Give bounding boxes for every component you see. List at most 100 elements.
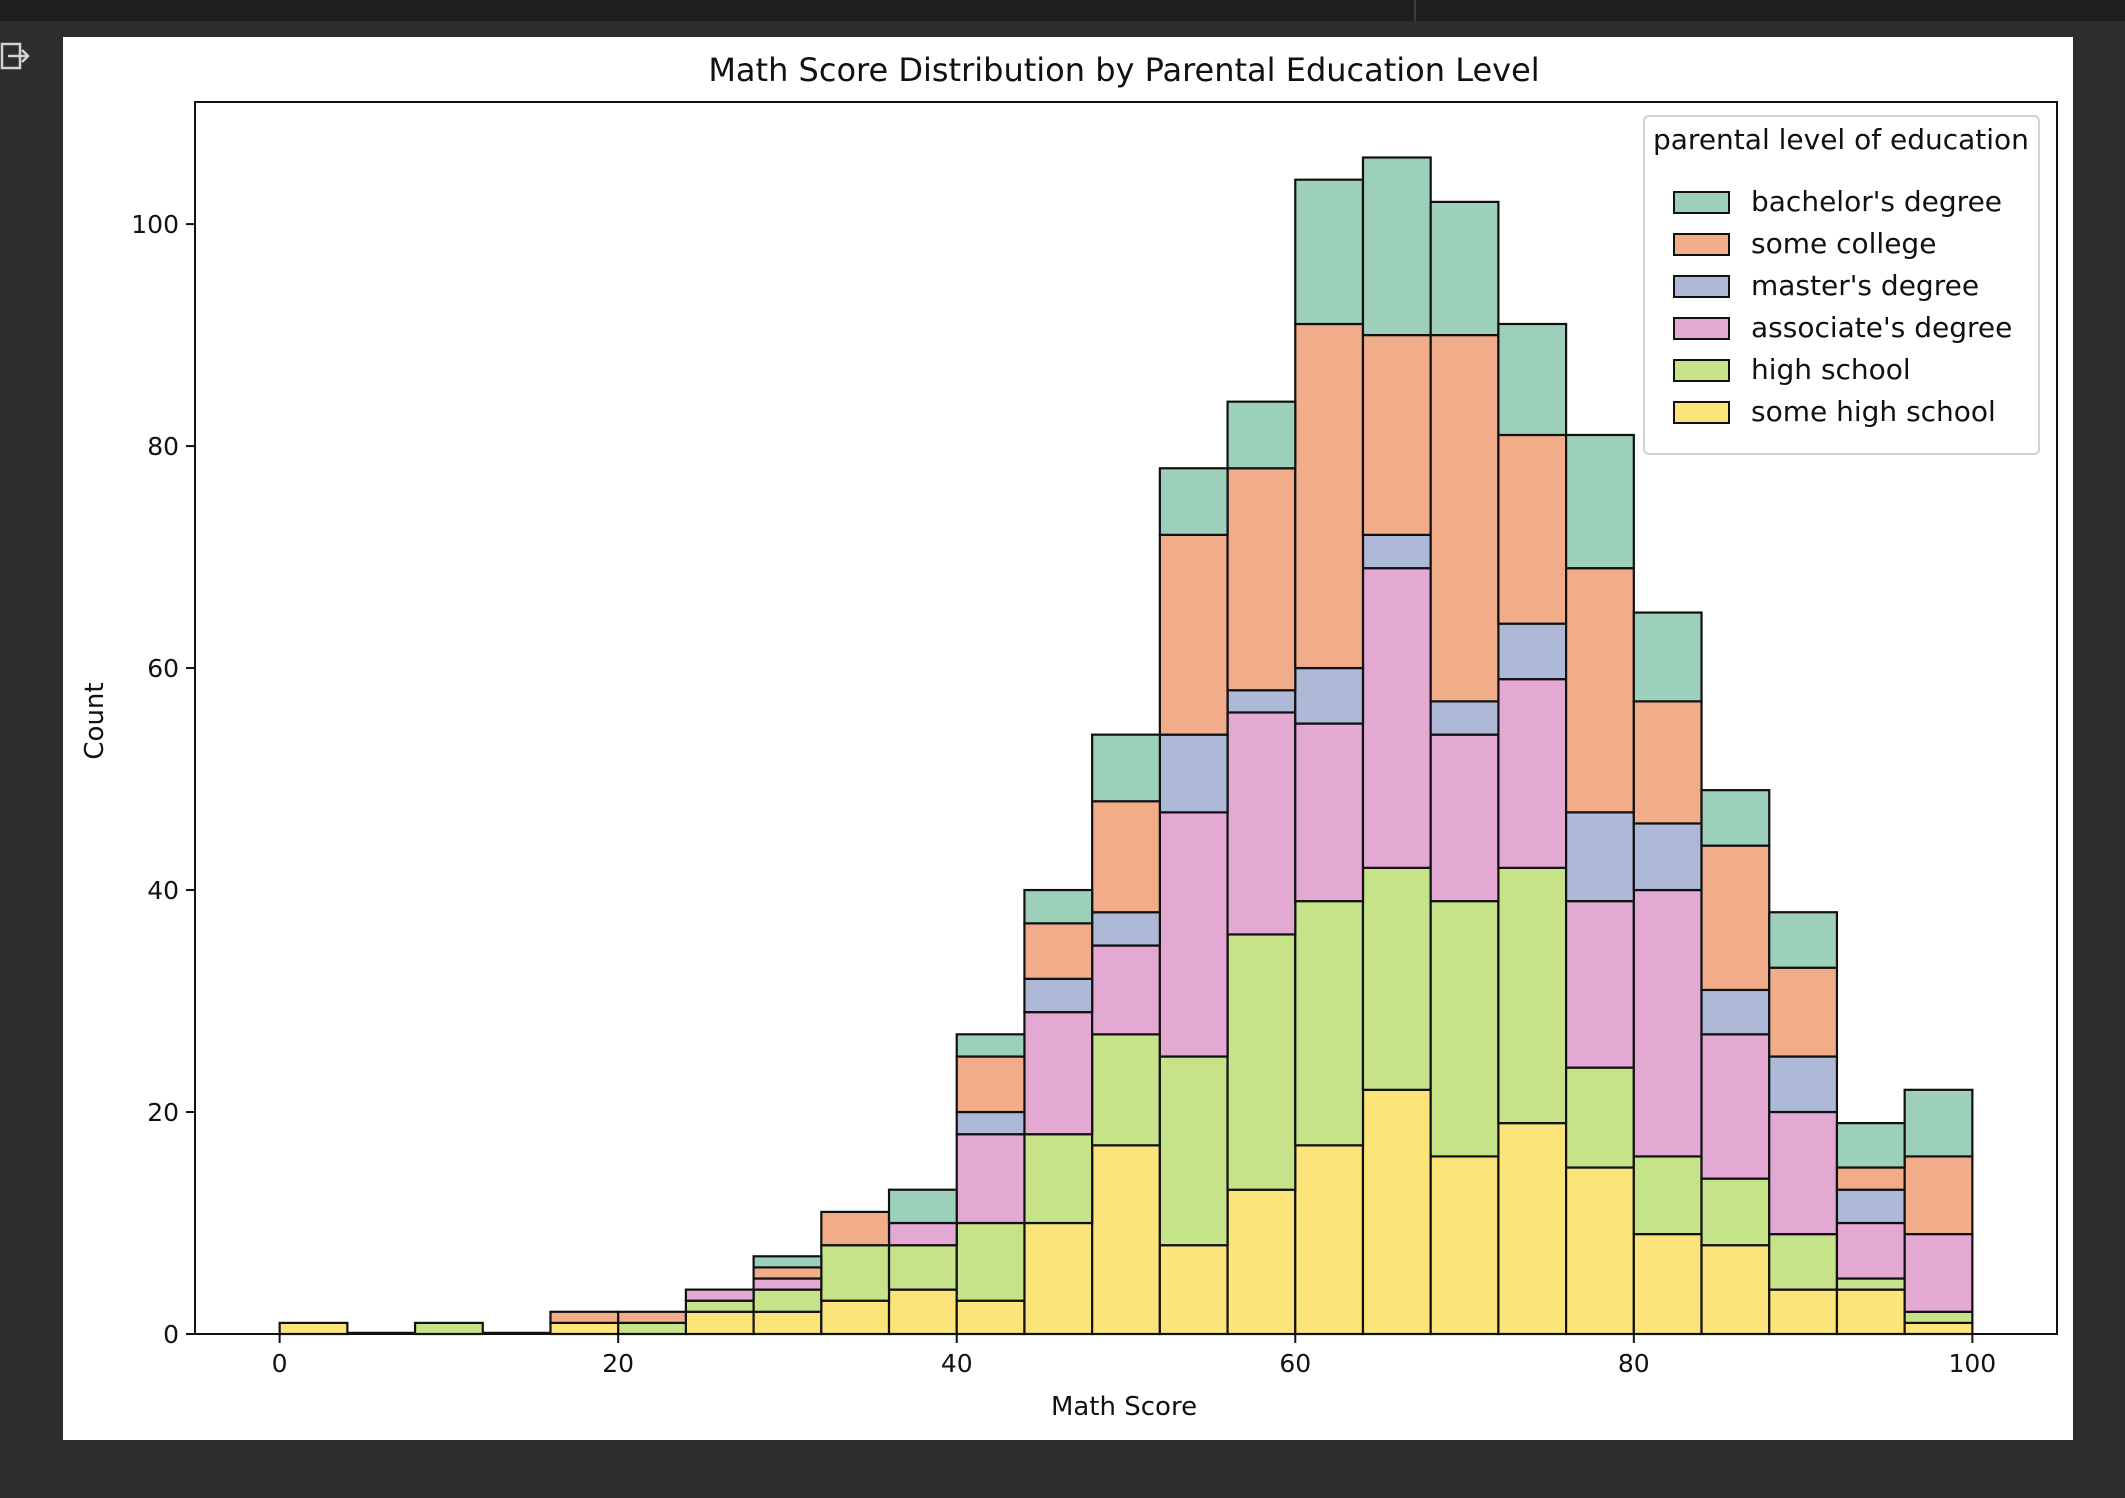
bar-some-high-school-bin-16 — [1361, 1088, 1432, 1336]
bar-high-school-bin-24 — [1903, 1310, 1974, 1325]
bar-master-s-degree-bin-19 — [1565, 811, 1635, 903]
y-tick-label-0: 0 — [163, 1320, 179, 1349]
bar-high-school-bin-23 — [1835, 1277, 1906, 1291]
y-tick-label-80: 80 — [147, 432, 179, 461]
bar-master-s-degree-bin-13 — [1158, 733, 1229, 814]
bar-bachelor-s-degree-bin-16 — [1361, 156, 1432, 337]
bar-some-college-bin-17 — [1429, 333, 1500, 703]
bar-some-college-bin-10 — [955, 1055, 1026, 1114]
bar-bachelor-s-degree-bin-13 — [1158, 467, 1229, 536]
bar-some-college-bin-23 — [1835, 1166, 1906, 1191]
y-tick-label-20: 20 — [147, 1098, 179, 1127]
bar-some-high-school-bin-0 — [278, 1321, 349, 1336]
bar-high-school-bin-15 — [1294, 900, 1365, 1147]
bar-some-college-bin-24 — [1903, 1155, 1974, 1236]
bar-associate-s-degree-bin-9 — [887, 1221, 958, 1247]
bar-some-high-school-bin-8 — [820, 1299, 891, 1336]
bar-some-college-bin-13 — [1158, 533, 1229, 736]
bar-bachelor-s-degree-bin-15 — [1294, 178, 1365, 326]
x-tick-label-60: 60 — [1279, 1349, 1311, 1378]
x-tick-label-0: 0 — [272, 1349, 288, 1378]
legend-label-some-college: some college — [1751, 227, 1936, 260]
bar-master-s-degree-bin-22 — [1768, 1055, 1839, 1114]
bar-high-school-bin-17 — [1429, 900, 1500, 1158]
legend-swatch-master-s-degree — [1673, 275, 1730, 298]
bar-master-s-degree-bin-11 — [1023, 977, 1094, 1014]
bar-high-school-bin-13 — [1158, 1055, 1229, 1247]
bar-associate-s-degree-bin-14 — [1226, 711, 1297, 936]
bar-high-school-bin-16 — [1361, 866, 1432, 1091]
bar-master-s-degree-bin-18 — [1497, 622, 1568, 681]
bar-some-high-school-bin-15 — [1294, 1144, 1365, 1336]
bar-master-s-degree-bin-10 — [955, 1110, 1026, 1136]
bar-master-s-degree-bin-21 — [1700, 988, 1771, 1036]
bar-some-high-school-bin-10 — [955, 1299, 1026, 1336]
bar-some-high-school-bin-9 — [887, 1288, 958, 1336]
bar-some-high-school-bin-4 — [549, 1321, 620, 1336]
bar-some-high-school-bin-17 — [1429, 1155, 1500, 1336]
bar-high-school-bin-10 — [955, 1221, 1026, 1302]
bar-some-high-school-bin-6 — [684, 1310, 755, 1336]
bar-associate-s-degree-bin-19 — [1565, 900, 1635, 1069]
bar-some-college-bin-18 — [1497, 433, 1568, 625]
histogram-chart: Math Score Distribution by Parental Educ… — [80, 51, 2058, 1422]
bar-some-high-school-bin-24 — [1903, 1321, 1974, 1336]
bar-some-college-bin-14 — [1226, 467, 1297, 692]
plot-frame — [194, 101, 2058, 1335]
bar-bachelor-s-degree-bin-12 — [1091, 733, 1161, 803]
bar-high-school-bin-2 — [413, 1321, 484, 1336]
bar-master-s-degree-bin-23 — [1835, 1188, 1906, 1225]
bar-associate-s-degree-bin-7 — [752, 1277, 823, 1291]
bar-high-school-bin-7 — [752, 1288, 823, 1313]
bar-associate-s-degree-bin-13 — [1158, 811, 1229, 1058]
chart-title: Math Score Distribution by Parental Educ… — [708, 51, 1539, 89]
bar-high-school-bin-9 — [887, 1244, 958, 1291]
bar-master-s-degree-bin-20 — [1632, 822, 1703, 892]
legend-label-some-high-school: some high school — [1751, 395, 1996, 428]
bar-high-school-bin-20 — [1632, 1155, 1703, 1236]
bar-some-high-school-bin-13 — [1158, 1244, 1229, 1336]
bar-some-high-school-bin-22 — [1768, 1288, 1839, 1336]
legend-label-associate-s-degree: associate's degree — [1751, 311, 2012, 344]
bar-bachelor-s-degree-bin-11 — [1023, 888, 1094, 925]
legend-swatch-some-high-school — [1673, 401, 1730, 424]
top-toolbar — [0, 0, 2125, 21]
bar-high-school-bin-12 — [1091, 1033, 1161, 1147]
axes-group: 0 20 40 60 80 100 0 20 40 60 80 100 — [131, 101, 2058, 1378]
legend-label-bachelor-s-degree: bachelor's degree — [1751, 185, 2002, 218]
bar-high-school-bin-8 — [820, 1244, 891, 1302]
bar-some-high-school-bin-23 — [1835, 1288, 1906, 1336]
bar-associate-s-degree-bin-12 — [1091, 944, 1161, 1036]
legend-title: parental level of education — [1653, 123, 2029, 156]
bar-some-high-school-bin-21 — [1700, 1244, 1771, 1336]
bar-some-college-bin-5 — [617, 1310, 687, 1325]
bar-some-college-bin-15 — [1294, 322, 1365, 670]
x-tick-label-100: 100 — [1949, 1349, 1997, 1378]
y-tick-label-100: 100 — [131, 210, 179, 239]
bar-bachelor-s-degree-bin-21 — [1700, 789, 1771, 847]
bar-bachelor-s-degree-bin-20 — [1632, 611, 1703, 703]
bar-master-s-degree-bin-14 — [1226, 689, 1297, 714]
x-tick-label-80: 80 — [1618, 1349, 1650, 1378]
bar-associate-s-degree-bin-10 — [955, 1133, 1026, 1225]
bar-master-s-degree-bin-16 — [1361, 533, 1432, 570]
legend-swatch-associate-s-degree — [1673, 317, 1730, 340]
bar-some-high-school-bin-20 — [1632, 1233, 1703, 1336]
bar-some-high-school-bin-14 — [1226, 1188, 1297, 1336]
bar-associate-s-degree-bin-16 — [1361, 567, 1432, 869]
bar-bachelor-s-degree-bin-17 — [1429, 200, 1500, 337]
bar-associate-s-degree-bin-6 — [684, 1288, 755, 1302]
bar-some-high-school-bin-19 — [1565, 1166, 1635, 1336]
bar-bachelor-s-degree-bin-10 — [955, 1033, 1026, 1058]
bar-associate-s-degree-bin-18 — [1497, 678, 1568, 869]
bar-bachelor-s-degree-bin-14 — [1226, 400, 1297, 470]
bar-associate-s-degree-bin-23 — [1835, 1221, 1906, 1280]
bar-some-college-bin-8 — [820, 1210, 891, 1247]
y-tick-label-60: 60 — [147, 654, 179, 683]
bar-some-high-school-bin-12 — [1091, 1144, 1161, 1336]
bar-high-school-bin-19 — [1565, 1066, 1635, 1169]
bar-master-s-degree-bin-12 — [1091, 911, 1161, 947]
bar-master-s-degree-bin-17 — [1429, 700, 1500, 736]
bar-high-school-bin-6 — [684, 1299, 755, 1313]
output-toggle-icon[interactable] — [0, 38, 32, 76]
